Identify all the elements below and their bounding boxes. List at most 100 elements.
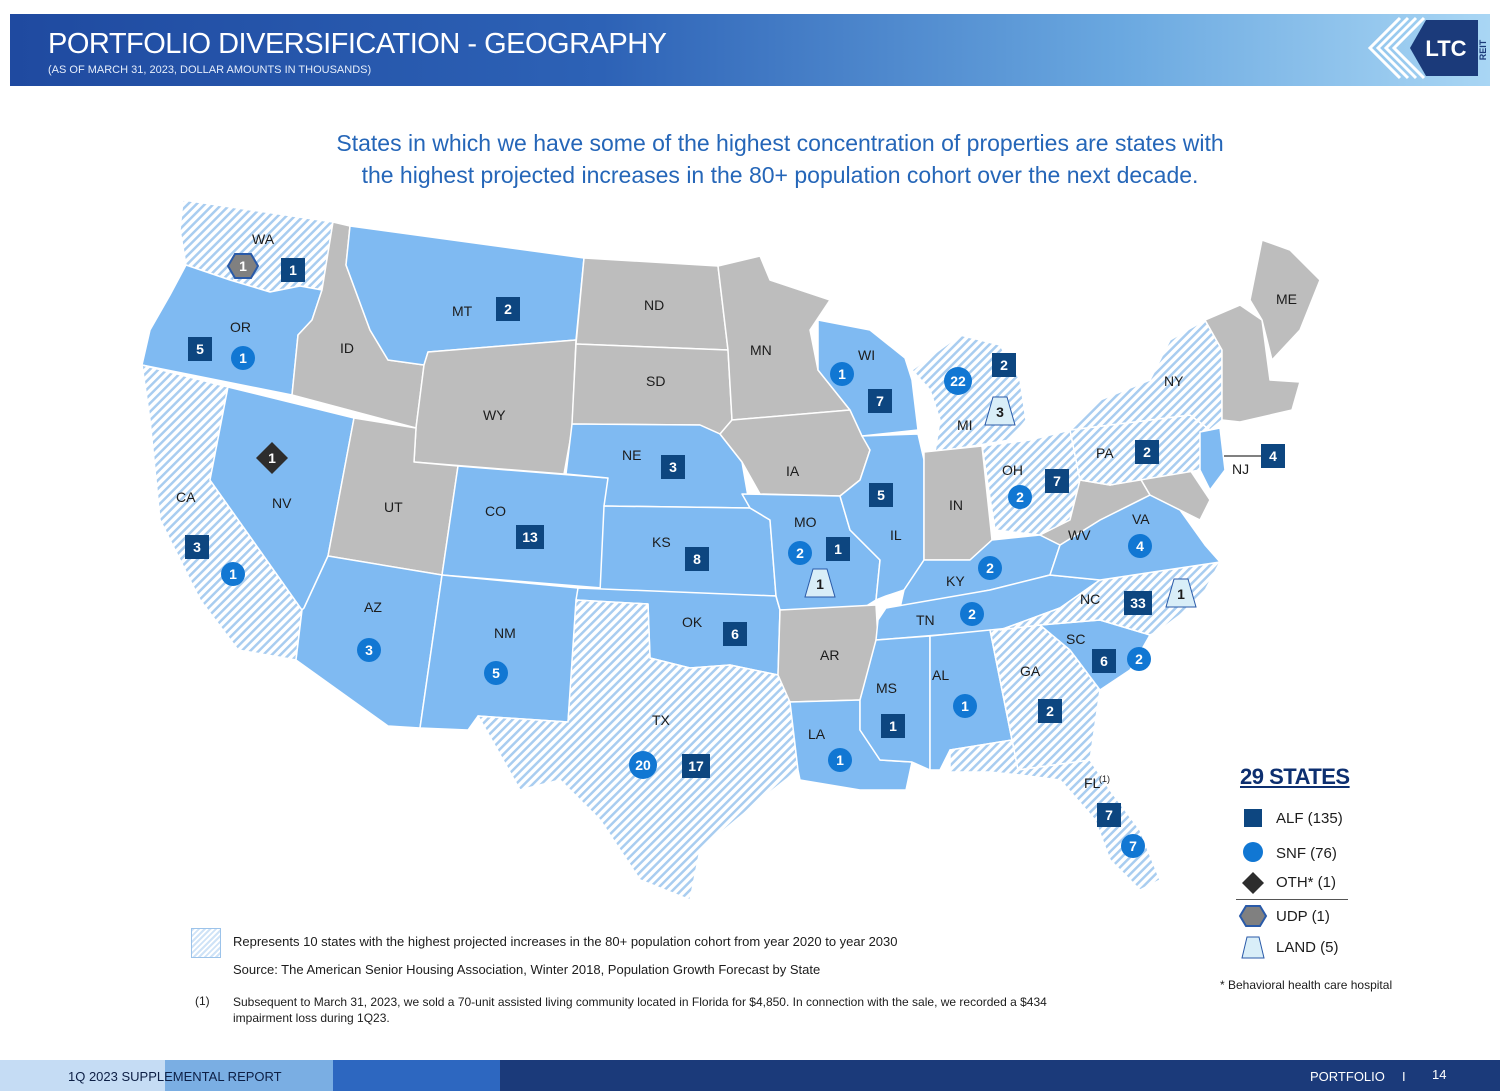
- marker-ks-alf: 8: [685, 547, 709, 571]
- label-IN: IN: [949, 497, 963, 513]
- marker-value: 2: [1016, 489, 1024, 505]
- label-NM: NM: [494, 625, 516, 641]
- marker-shape: [496, 297, 520, 321]
- marker-shape: [978, 556, 1002, 580]
- marker-shape: [256, 442, 288, 474]
- marker-value: 2: [796, 545, 804, 561]
- footnote-1-text: Subsequent to March 31, 2023, we sold a …: [233, 995, 1047, 1025]
- marker-shape: [1127, 647, 1151, 671]
- marker-shape: [682, 754, 710, 778]
- marker-shape: [960, 602, 984, 626]
- state-NE-states: [1204, 304, 1301, 423]
- marker-value: 6: [1100, 653, 1108, 669]
- marker-shape: [1261, 444, 1285, 468]
- label-IL: IL: [890, 527, 902, 543]
- marker-shape: [185, 535, 209, 559]
- label-LA: LA: [808, 726, 826, 742]
- header-banner: PORTFOLIO DIVERSIFICATION - GEOGRAPHY (A…: [10, 14, 1490, 86]
- logo-text: LTC: [1425, 36, 1466, 61]
- label-WV: WV: [1068, 527, 1091, 543]
- marker-shape: [1165, 578, 1197, 608]
- state-NJ: [1199, 427, 1226, 491]
- marker-va-snf: 4: [1128, 534, 1152, 558]
- state-labels: WA OR CA ID NV MT WY UT CO AZ NM ND SD N…: [176, 231, 1297, 791]
- marker-value: 17: [688, 758, 704, 774]
- marker-shape: [484, 661, 508, 685]
- marker-shape: [1124, 591, 1152, 615]
- marker-value: 1: [239, 258, 247, 274]
- marker-shape: [516, 525, 544, 549]
- marker-shape: [826, 537, 850, 561]
- marker-wa-udp: 1: [226, 253, 260, 279]
- label-OH: OH: [1002, 462, 1023, 478]
- label-WY: WY: [483, 407, 506, 423]
- state-NY: [1069, 319, 1223, 431]
- footer-page-number: 14: [1432, 1067, 1447, 1082]
- marker-ok-alf: 6: [723, 622, 747, 646]
- marker-sc-alf: 6: [1092, 649, 1116, 673]
- marker-value: 2: [1000, 357, 1008, 373]
- marker-value: 1: [229, 566, 237, 582]
- hatch-footnote: Represents 10 states with the highest pr…: [233, 934, 898, 949]
- marker-shape: [1038, 699, 1062, 723]
- marker-shape: [1097, 803, 1121, 827]
- label-WI: WI: [858, 347, 875, 363]
- legend-oth-label: OTH* (1): [1276, 874, 1336, 891]
- source-footnote: Source: The American Senior Housing Asso…: [233, 962, 821, 977]
- legend-divider: [1236, 899, 1348, 900]
- marker-mo-land: 1: [804, 568, 836, 598]
- marker-shape: [221, 562, 245, 586]
- state-TX: [477, 599, 799, 901]
- label-AZ: AZ: [364, 599, 382, 615]
- label-MS: MS: [876, 680, 897, 696]
- marker-value: 1: [961, 698, 969, 714]
- marker-shape: [661, 455, 685, 479]
- marker-wa-alf: 1: [281, 258, 305, 282]
- label-FL: FL: [1084, 775, 1101, 791]
- marker-ky-snf: 2: [978, 556, 1002, 580]
- label-PA: PA: [1096, 445, 1114, 461]
- marker-shape: [804, 568, 836, 598]
- marker-shape: [881, 714, 905, 738]
- marker-value: 2: [1046, 703, 1054, 719]
- marker-nm-snf: 5: [484, 661, 508, 685]
- marker-value: 1: [834, 541, 842, 557]
- marker-value: 5: [492, 665, 500, 681]
- marker-wi-alf: 7: [868, 389, 892, 413]
- state-MI: [911, 334, 1027, 453]
- marker-shape: [1045, 469, 1069, 493]
- label-OR: OR: [230, 319, 251, 335]
- marker-shape: [281, 258, 305, 282]
- marker-value: 3: [193, 539, 201, 555]
- label-IA: IA: [786, 463, 800, 479]
- marker-mi-alf: 2: [992, 353, 1016, 377]
- marker-ne-alf: 3: [661, 455, 685, 479]
- marker-shape: [830, 362, 854, 386]
- legend-note: * Behavioral health care hospital: [1220, 978, 1393, 992]
- marker-fl-alf: 7: [1097, 803, 1121, 827]
- marker-value: 33: [1130, 595, 1146, 611]
- legend-alf-label: ALF (135): [1276, 810, 1343, 827]
- footer-separator: I: [1402, 1069, 1406, 1084]
- footer-bar: 1Q 2023 SUPPLEMENTAL REPORT PORTFOLIO I …: [0, 1060, 1500, 1091]
- legend-snf-label: SNF (76): [1276, 845, 1337, 862]
- marker-value: 1: [289, 262, 297, 278]
- marker-oh-snf: 2: [1008, 485, 1032, 509]
- marker-co-alf: 13: [516, 525, 544, 549]
- marker-value: 1: [838, 366, 846, 382]
- label-WA: WA: [252, 231, 275, 247]
- label-VA: VA: [1132, 511, 1150, 527]
- marker-or-alf: 5: [188, 337, 212, 361]
- marker-ms-alf: 1: [881, 714, 905, 738]
- label-ND: ND: [644, 297, 664, 313]
- label-ME: ME: [1276, 291, 1297, 307]
- marker-oh-alf: 7: [1045, 469, 1069, 493]
- marker-value: 2: [1135, 651, 1143, 667]
- footer-report-name: 1Q 2023 SUPPLEMENTAL REPORT: [68, 1069, 282, 1084]
- legend-alf-icon: [1244, 809, 1262, 827]
- marker-shape: [1121, 834, 1145, 858]
- marker-value: 1: [268, 450, 276, 466]
- footer-segment-4: [500, 1060, 1500, 1091]
- label-OK: OK: [682, 614, 703, 630]
